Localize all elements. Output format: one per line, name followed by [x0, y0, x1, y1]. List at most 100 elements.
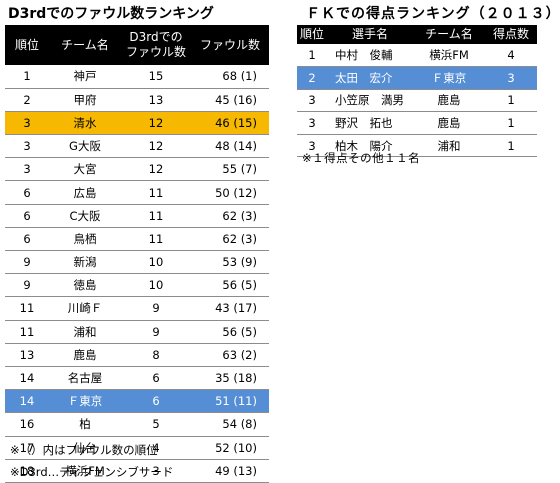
- table-row: 9 徳島 10 56 (5): [5, 273, 269, 298]
- table-row: 9 新潟 10 53 (9): [5, 250, 269, 275]
- cell-rank: 3: [297, 89, 327, 113]
- cell-fouls: 46 (15): [191, 111, 269, 136]
- cell-goals: 1: [485, 89, 537, 113]
- cell-fouls: 52 (10): [191, 436, 269, 460]
- cell-fouls: 68 (1): [191, 65, 269, 89]
- header-fouls: ファウル数: [191, 25, 269, 65]
- cell-fouls: 56 (5): [191, 320, 269, 344]
- fk-others-note: ※１得点その他１１名: [302, 151, 421, 165]
- cell-d3rd: 12: [121, 157, 191, 182]
- cell-fouls: 62 (3): [191, 227, 269, 252]
- d3rd-note: ※D3rd…ディフェンシブサード: [10, 465, 174, 479]
- cell-team: 広島: [49, 180, 121, 205]
- header-player: 選手名: [327, 25, 413, 44]
- cell-rank: 3: [5, 157, 49, 182]
- foul-ranking-table: 順位 チーム名 D3rdでの ファウル数 ファウル数 1 神戸 15 68 (1) 2 甲府…: [5, 25, 269, 483]
- table-row: 14 Ｆ東京 6 51 (11): [5, 389, 269, 414]
- cell-rank: 16: [5, 412, 49, 437]
- header-team: チーム名: [413, 25, 485, 44]
- cell-team: 川崎Ｆ: [49, 296, 121, 321]
- cell-fouls: 53 (9): [191, 250, 269, 275]
- table-row: 6 C大阪 11 62 (3): [5, 204, 269, 228]
- cell-fouls: 35 (18): [191, 366, 269, 391]
- cell-rank: 1: [297, 44, 327, 68]
- header-d3rd-fouls: D3rdでの ファウル数: [121, 25, 191, 65]
- table-row: 16 柏 5 54 (8): [5, 412, 269, 437]
- table-row: 13 鹿島 8 63 (2): [5, 343, 269, 367]
- cell-fouls: 50 (12): [191, 180, 269, 205]
- header-goals: 得点数: [485, 25, 537, 44]
- table-row: 6 鳥栖 11 62 (3): [5, 227, 269, 252]
- cell-d3rd: 9: [121, 320, 191, 344]
- cell-d3rd: 6: [121, 366, 191, 391]
- cell-rank: 14: [5, 366, 49, 391]
- cell-d3rd: 12: [121, 111, 191, 136]
- cell-team: G大阪: [49, 134, 121, 159]
- cell-d3rd: 5: [121, 412, 191, 437]
- cell-team: 鹿島: [49, 343, 121, 367]
- cell-goals: 1: [485, 111, 537, 135]
- cell-rank: 6: [5, 204, 49, 228]
- cell-rank: 11: [5, 320, 49, 344]
- cell-goals: 3: [485, 66, 537, 90]
- cell-d3rd: 10: [121, 273, 191, 298]
- cell-rank: 18: [5, 459, 49, 483]
- cell-player: 小笠原 満男: [327, 89, 413, 113]
- cell-team: Ｆ東京: [413, 66, 485, 90]
- cell-fouls: 45 (16): [191, 88, 269, 112]
- cell-rank: 3: [297, 134, 327, 158]
- cell-team: 鹿島: [413, 89, 485, 113]
- header-rank: 順位: [5, 25, 49, 65]
- cell-team: 新潟: [49, 250, 121, 275]
- header-team: チーム名: [49, 25, 121, 65]
- cell-d3rd: 11: [121, 204, 191, 228]
- cell-rank: 11: [5, 296, 49, 321]
- cell-team: 徳島: [49, 273, 121, 298]
- cell-rank: 9: [5, 273, 49, 298]
- cell-d3rd: 9: [121, 296, 191, 321]
- cell-fouls: 54 (8): [191, 412, 269, 437]
- table-header-row: 順位 チーム名 D3rdでの ファウル数 ファウル数: [5, 25, 269, 65]
- cell-rank: 13: [5, 343, 49, 367]
- cell-rank: 9: [5, 250, 49, 275]
- cell-rank: 3: [297, 111, 327, 135]
- cell-player: 野沢 拓也: [327, 111, 413, 135]
- table-row: 3 小笠原 満男 鹿島 1: [297, 89, 537, 113]
- header-d3rd-line2: ファウル数: [125, 45, 186, 59]
- header-d3rd-line1: D3rdでの: [129, 30, 183, 44]
- header-rank: 順位: [297, 25, 327, 44]
- cell-d3rd: 8: [121, 343, 191, 367]
- cell-fouls: 49 (13): [191, 459, 269, 483]
- table-row: 3 柏木 陽介 浦和 1: [297, 134, 537, 158]
- table-row: 2 甲府 13 45 (16): [5, 88, 269, 112]
- table-row: 18 横浜FM 3 49 (13): [5, 459, 269, 483]
- cell-team: 横浜FM: [413, 44, 485, 68]
- cell-team: 大宮: [49, 157, 121, 182]
- foul-ranking-title: D3rdでのファウル数ランキング: [8, 6, 214, 22]
- cell-goals: 4: [485, 44, 537, 68]
- cell-player: 柏木 陽介: [327, 134, 413, 158]
- fk-ranking-title: ＦＫでの得点ランキング（２０１３）: [306, 6, 560, 22]
- cell-d3rd: 11: [121, 180, 191, 205]
- cell-goals: 1: [485, 134, 537, 158]
- table-row: 11 川崎Ｆ 9 43 (17): [5, 296, 269, 321]
- cell-fouls: 55 (7): [191, 157, 269, 182]
- parenthesis-note: ※（）内はファウル数の順位: [10, 443, 158, 457]
- table-row: 3 清水 12 46 (15): [5, 111, 269, 136]
- cell-team: 鹿島: [413, 111, 485, 135]
- cell-team: 名古屋: [49, 366, 121, 391]
- cell-team: C大阪: [49, 204, 121, 228]
- cell-d3rd: 6: [121, 389, 191, 414]
- cell-team: 鳥栖: [49, 227, 121, 252]
- cell-rank: 3: [5, 111, 49, 136]
- cell-d3rd: 15: [121, 65, 191, 89]
- table-header-row: 順位 選手名 チーム名 得点数: [297, 25, 537, 44]
- cell-rank: 6: [5, 227, 49, 252]
- cell-fouls: 51 (11): [191, 389, 269, 414]
- cell-team: 横浜FM: [49, 459, 121, 483]
- cell-team: 浦和: [413, 134, 485, 158]
- cell-d3rd: 4: [121, 436, 191, 460]
- cell-fouls: 43 (17): [191, 296, 269, 321]
- cell-player: 中村 俊輔: [327, 44, 413, 68]
- cell-d3rd: 13: [121, 88, 191, 112]
